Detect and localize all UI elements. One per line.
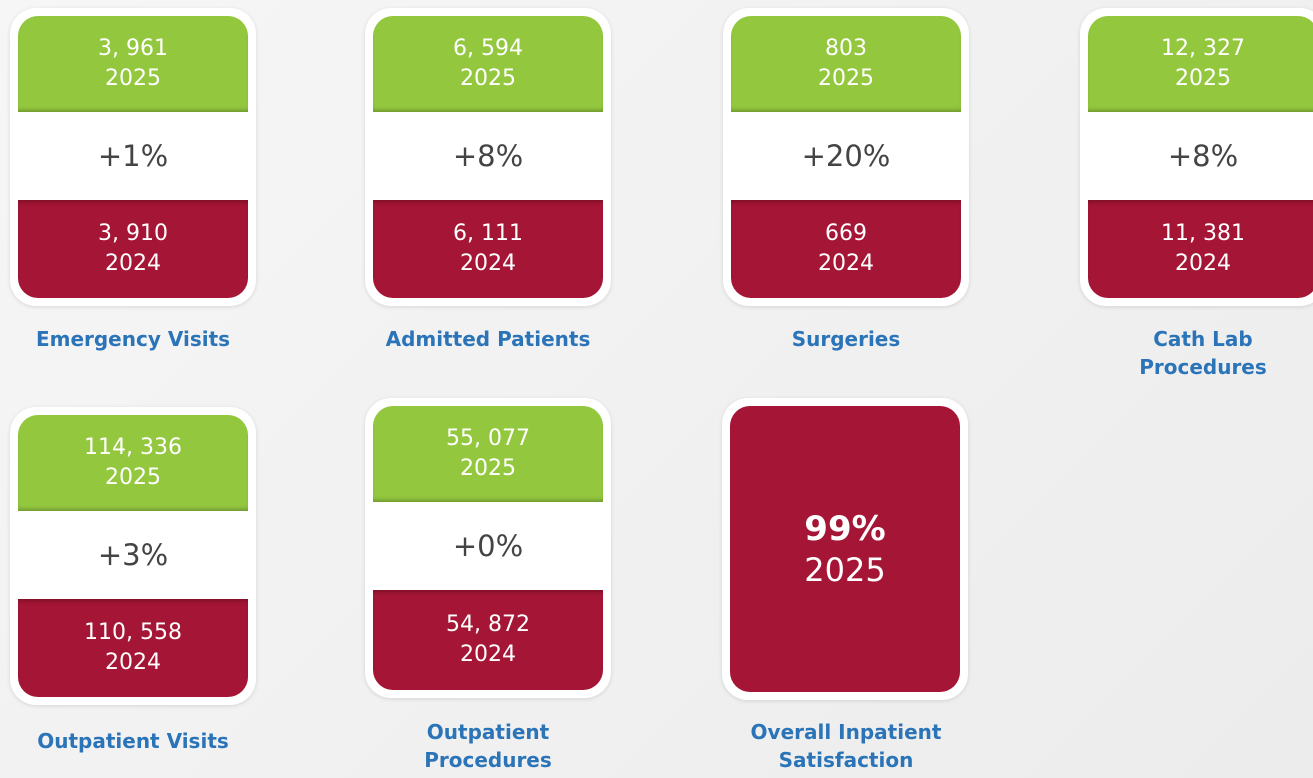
- card-label: Admitted Patients: [385, 327, 591, 351]
- previous-section: 3, 910 2024: [18, 200, 248, 298]
- card-panel: 803 2025 +20% 669 2024: [731, 16, 961, 298]
- stat-card: 3, 961 2025 +1% 3, 910 2024: [10, 8, 256, 306]
- stat-card: 114, 336 2025 +3% 110, 558 2024: [10, 407, 256, 705]
- change-section: +8%: [373, 112, 603, 200]
- current-year: 2025: [460, 456, 516, 481]
- previous-value: 110, 558: [84, 620, 182, 645]
- current-section: 12, 327 2025: [1088, 16, 1313, 112]
- current-value: 55, 077: [446, 426, 530, 451]
- current-section: 3, 961 2025: [18, 16, 248, 112]
- card-label: Overall Inpatient Satisfaction: [750, 720, 942, 772]
- change-value: +1%: [97, 139, 169, 173]
- previous-section: 6, 111 2024: [373, 200, 603, 298]
- change-value: +0%: [452, 529, 524, 563]
- previous-value: 54, 872: [446, 612, 530, 637]
- change-value: +8%: [1167, 139, 1239, 173]
- change-section: +20%: [731, 112, 961, 200]
- previous-value: 3, 910: [98, 221, 168, 246]
- previous-year: 2024: [818, 251, 874, 276]
- stat-card: 803 2025 +20% 669 2024: [723, 8, 969, 306]
- previous-section: 54, 872 2024: [373, 590, 603, 690]
- current-year: 2025: [460, 66, 516, 91]
- change-section: +0%: [373, 502, 603, 590]
- current-value: 6, 594: [453, 36, 523, 61]
- change-value: +20%: [801, 139, 891, 173]
- card-panel: 55, 077 2025 +0% 54, 872 2024: [373, 406, 603, 690]
- current-value: 3, 961: [98, 36, 168, 61]
- previous-section: 669 2024: [731, 200, 961, 298]
- previous-value: 6, 111: [453, 221, 523, 246]
- previous-year: 2024: [460, 251, 516, 276]
- card-panel: 12, 327 2025 +8% 11, 381 2024: [1088, 16, 1313, 298]
- current-year: 2025: [818, 66, 874, 91]
- current-value: 114, 336: [84, 435, 182, 460]
- card-label: Cath Lab Procedures: [1139, 327, 1267, 379]
- previous-year: 2024: [1175, 251, 1231, 276]
- change-section: +1%: [18, 112, 248, 200]
- previous-year: 2024: [460, 642, 516, 667]
- previous-year: 2024: [105, 251, 161, 276]
- card-label: Emergency Visits: [35, 327, 231, 351]
- current-year: 2025: [105, 66, 161, 91]
- current-section: 114, 336 2025: [18, 415, 248, 511]
- current-section: 803 2025: [731, 16, 961, 112]
- card-label: Outpatient Visits: [37, 729, 229, 753]
- card-panel: 3, 961 2025 +1% 3, 910 2024: [18, 16, 248, 298]
- current-value: 12, 327: [1161, 36, 1245, 61]
- satisfaction-year: 2025: [804, 551, 886, 589]
- satisfaction-card: 99% 2025: [722, 398, 968, 700]
- stat-card: 12, 327 2025 +8% 11, 381 2024: [1080, 8, 1313, 306]
- previous-value: 11, 381: [1161, 221, 1245, 246]
- card-panel: 6, 594 2025 +8% 6, 111 2024: [373, 16, 603, 298]
- previous-year: 2024: [105, 650, 161, 675]
- current-value: 803: [825, 36, 867, 61]
- current-section: 55, 077 2025: [373, 406, 603, 502]
- change-value: +3%: [97, 538, 169, 572]
- card-label: Surgeries: [791, 327, 901, 351]
- card-panel: 114, 336 2025 +3% 110, 558 2024: [18, 415, 248, 697]
- previous-section: 11, 381 2024: [1088, 200, 1313, 298]
- current-section: 6, 594 2025: [373, 16, 603, 112]
- satisfaction-panel: 99% 2025: [730, 406, 960, 692]
- satisfaction-value: 99%: [804, 509, 886, 549]
- current-year: 2025: [1175, 66, 1231, 91]
- stat-card: 6, 594 2025 +8% 6, 111 2024: [365, 8, 611, 306]
- stat-card: 55, 077 2025 +0% 54, 872 2024: [365, 398, 611, 698]
- current-year: 2025: [105, 465, 161, 490]
- previous-section: 110, 558 2024: [18, 599, 248, 697]
- change-section: +8%: [1088, 112, 1313, 200]
- previous-value: 669: [825, 221, 867, 246]
- change-section: +3%: [18, 511, 248, 599]
- change-value: +8%: [452, 139, 524, 173]
- card-label: Outpatient Procedures: [424, 720, 552, 772]
